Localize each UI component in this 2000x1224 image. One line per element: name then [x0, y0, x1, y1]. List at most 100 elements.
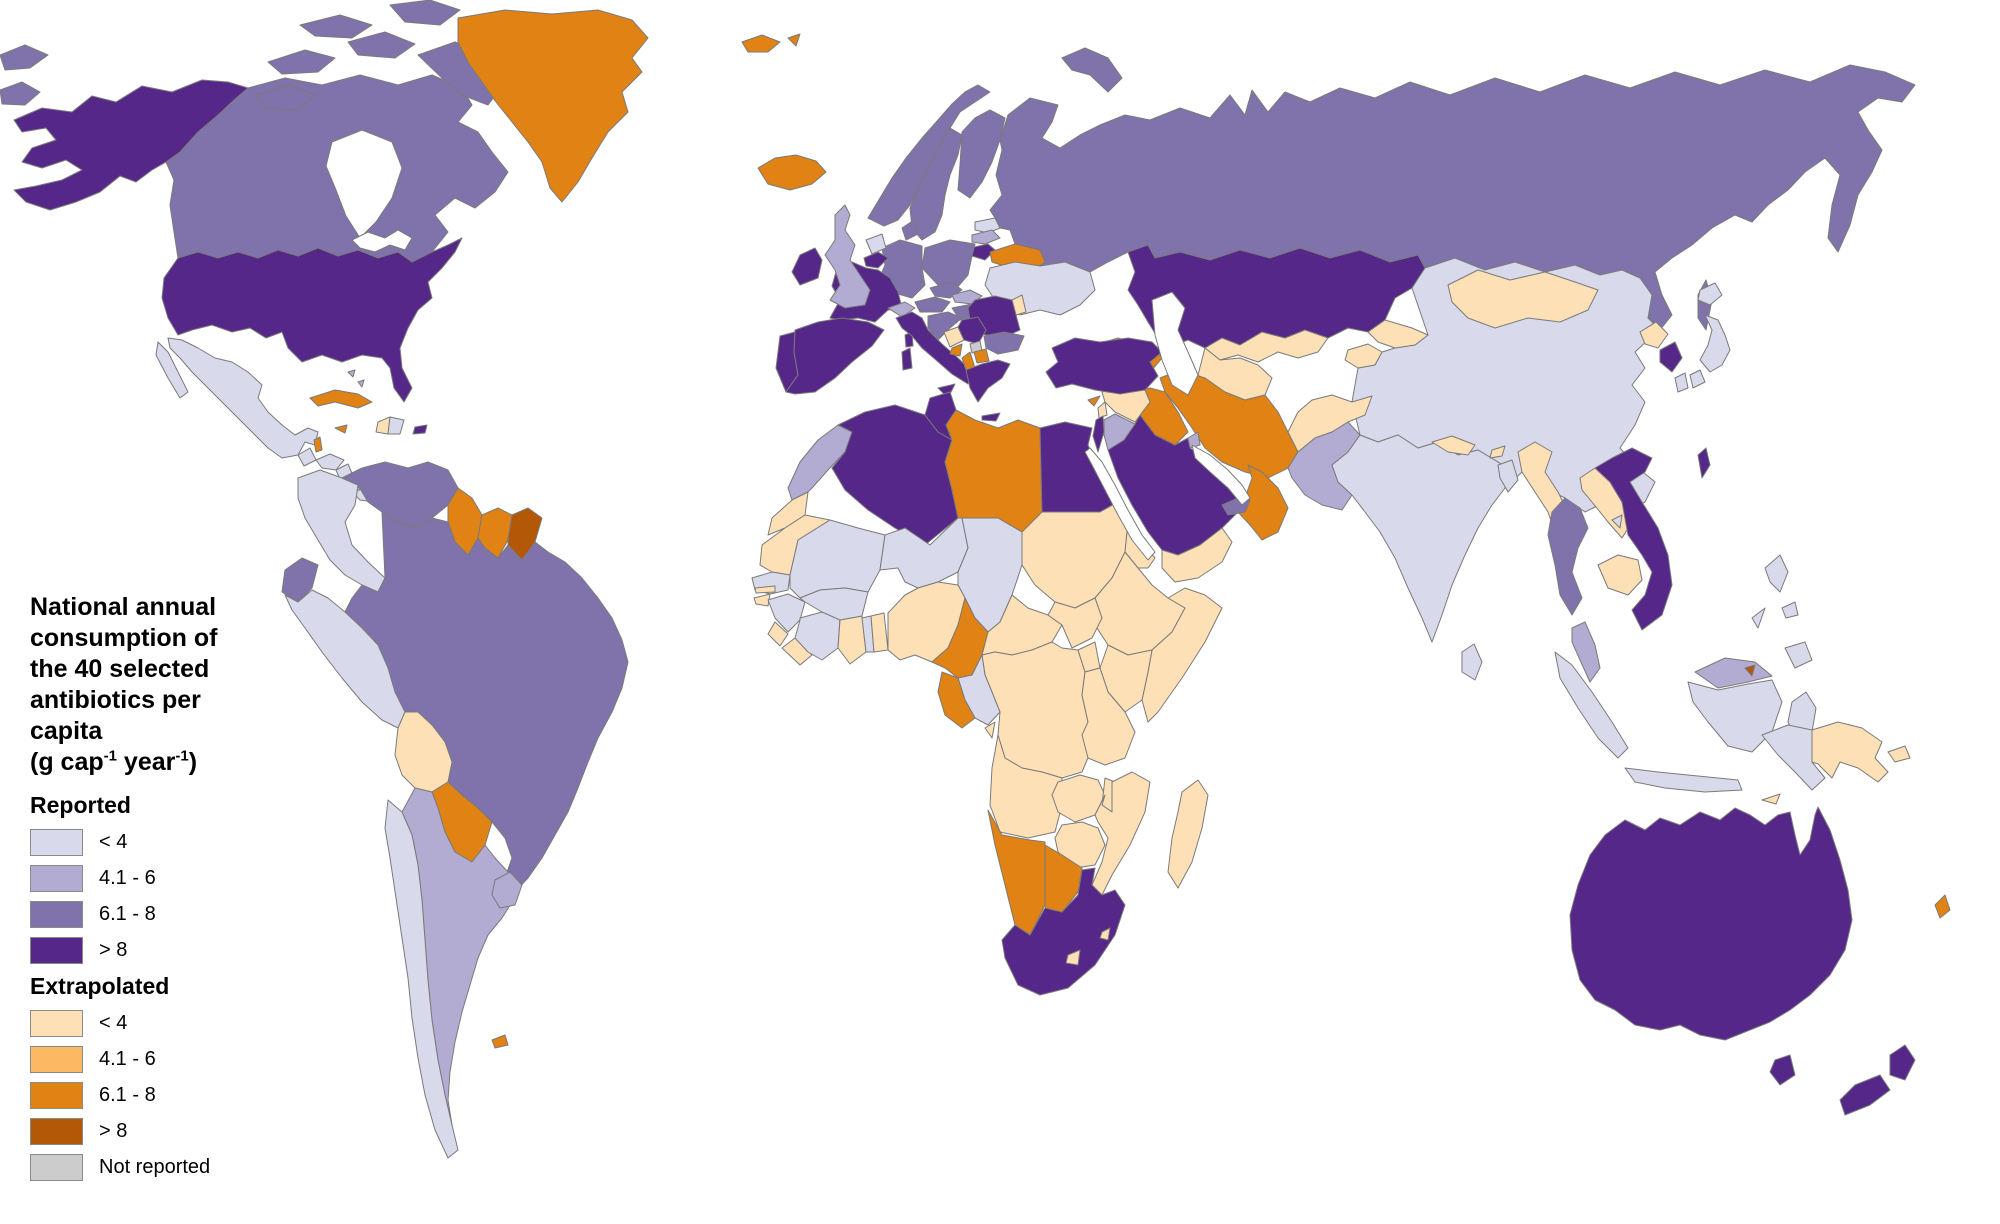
region-philippines-luzon — [1764, 554, 1789, 593]
region-uk — [824, 204, 871, 309]
region-kazakhstan — [1127, 244, 1426, 349]
region-japan-kyushu — [1674, 372, 1689, 393]
region-ghana — [837, 615, 867, 665]
persian-gulf — [1191, 444, 1251, 506]
region-sweden — [909, 127, 963, 241]
region-macedonia — [973, 348, 990, 364]
legend-swatch-extrapolated-lt4 — [30, 1010, 83, 1037]
region-latvia — [971, 229, 1001, 245]
region-benin — [870, 612, 889, 653]
region-bahamas-2 — [357, 379, 365, 388]
region-japan-shikoku — [1689, 369, 1706, 389]
region-brunei — [1744, 664, 1756, 677]
region-bhutan — [1489, 445, 1506, 459]
region-cuba — [309, 389, 373, 409]
region-peru — [284, 589, 406, 729]
region-greenland — [457, 9, 649, 203]
unit-mid: year — [116, 748, 176, 776]
great-lakes — [351, 229, 413, 253]
region-austria — [914, 296, 951, 313]
region-chile — [384, 799, 459, 1159]
region-israel — [1092, 415, 1105, 453]
region-honduras — [315, 453, 345, 471]
region-malaysia-peninsula — [1571, 621, 1601, 683]
legend-item-extrapolated-4-6: 4.1 - 6 — [30, 1046, 310, 1073]
region-southsudan — [1047, 597, 1103, 649]
legend-swatch-reported-4-6 — [30, 865, 83, 892]
region-namibia — [987, 809, 1046, 936]
legend-label: < 4 — [99, 1012, 128, 1034]
legend-swatch-extrapolated-gt8 — [30, 1118, 83, 1145]
legend-label: 4.1 - 6 — [99, 1048, 156, 1070]
region-netherlands — [865, 233, 887, 255]
region-norway — [867, 84, 991, 227]
unit-prefix: (g cap — [30, 748, 104, 776]
region-turkey — [1045, 337, 1163, 395]
legend-item-reported-gt8: > 8 — [30, 937, 310, 964]
region-uzbekistan — [1204, 329, 1329, 363]
unit-sup-2: -1 — [175, 747, 189, 765]
legend-label: > 8 — [99, 1120, 128, 1142]
legend-label: > 8 — [99, 939, 128, 961]
region-indonesia-sumatra — [1554, 651, 1629, 759]
region-morocco — [787, 424, 853, 501]
region-estonia — [974, 217, 1001, 234]
region-belize — [313, 436, 323, 453]
region-finland — [957, 109, 1006, 199]
region-india — [1331, 434, 1513, 643]
legend-label: 6.1 - 8 — [99, 1084, 156, 1106]
region-domrep — [387, 416, 405, 435]
region-guineabissau — [753, 593, 771, 607]
region-philippines-palawan — [1751, 607, 1766, 629]
region-somalia — [1141, 587, 1223, 723]
region-libya — [944, 409, 1043, 533]
region-australia-tasmania — [1769, 1054, 1796, 1086]
region-lebanon — [1097, 401, 1108, 419]
region-philippines-visayas — [1781, 601, 1799, 619]
legend-section-extrapolated: Extrapolated — [30, 973, 170, 999]
region-mozambique — [1091, 771, 1151, 896]
region-srilanka — [1461, 643, 1483, 681]
region-liberia — [781, 637, 813, 666]
region-japan-honshu — [1699, 314, 1731, 373]
region-ireland — [791, 247, 823, 286]
legend-swatch-reported-lt4 — [30, 829, 83, 856]
region-australia — [1569, 806, 1853, 1041]
region-denmark — [901, 219, 919, 241]
region-png — [1811, 721, 1889, 783]
legend-item-reported-6-8: 6.1 - 8 — [30, 901, 310, 928]
unit-sup-1: -1 — [103, 747, 117, 765]
region-southkorea — [1659, 341, 1683, 373]
legend-label: Not reported — [99, 1156, 211, 1178]
region-china-hainan — [1611, 514, 1623, 529]
region-canada-victoria — [254, 84, 316, 111]
region-iceland — [757, 154, 827, 191]
region-madagascar — [1167, 779, 1209, 889]
region-jamaica — [334, 424, 348, 434]
legend-item-extrapolated-gt8: > 8 — [30, 1118, 310, 1145]
region-newzealand-south — [1839, 1074, 1891, 1116]
region-taiwan — [1697, 447, 1711, 479]
region-tanzania — [1081, 667, 1136, 766]
region-mexico-baja — [155, 341, 189, 399]
unit-suffix: ) — [188, 748, 198, 776]
legend-title: National annual consumption of the 40 se… — [30, 593, 218, 745]
legend-section-reported: Reported — [30, 792, 131, 818]
region-yemen — [1161, 527, 1233, 583]
region-spain — [785, 317, 885, 395]
region-lesotho — [1065, 949, 1081, 966]
region-newzealand-north — [1889, 1044, 1916, 1081]
region-puertorico — [412, 424, 428, 435]
region-montenegro — [949, 343, 963, 357]
region-png-newbritain — [1887, 745, 1911, 763]
legend-item-reported-lt4: < 4 — [30, 829, 310, 856]
region-bangladesh — [1497, 459, 1519, 493]
legend-item-extrapolated-lt4: < 4 — [30, 1010, 310, 1037]
region-newcaledonia — [1934, 894, 1951, 919]
region-indonesia-java — [1624, 767, 1743, 793]
region-tajikistan — [1344, 343, 1383, 369]
region-croatia — [927, 311, 963, 341]
region-oman — [1237, 464, 1289, 541]
caspian-sea — [1151, 291, 1199, 396]
